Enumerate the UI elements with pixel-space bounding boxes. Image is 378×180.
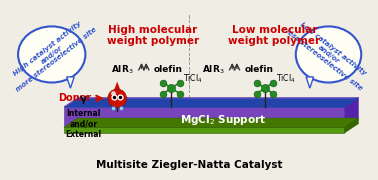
Text: High molecular
weight polymer: High molecular weight polymer xyxy=(107,24,199,46)
Polygon shape xyxy=(64,127,344,133)
Polygon shape xyxy=(67,77,74,88)
Polygon shape xyxy=(344,118,358,133)
Polygon shape xyxy=(112,82,123,96)
Text: TiCl$_4$: TiCl$_4$ xyxy=(183,73,202,85)
Text: AlR$_3$: AlR$_3$ xyxy=(112,63,134,76)
Polygon shape xyxy=(344,98,358,127)
Polygon shape xyxy=(64,107,344,127)
Text: MgCl$_2$ Support: MgCl$_2$ Support xyxy=(180,113,266,127)
Polygon shape xyxy=(64,98,358,107)
Polygon shape xyxy=(64,98,358,108)
Ellipse shape xyxy=(18,26,85,82)
Text: olefin: olefin xyxy=(153,65,183,74)
Text: Low molecular
weight polymer: Low molecular weight polymer xyxy=(228,24,320,46)
Ellipse shape xyxy=(296,26,361,82)
Text: TiCl$_4$: TiCl$_4$ xyxy=(276,73,296,85)
Text: Donor: Donor xyxy=(58,93,91,103)
Polygon shape xyxy=(306,77,314,88)
Text: olefin: olefin xyxy=(244,65,273,74)
Polygon shape xyxy=(64,118,358,127)
Text: AlR$_3$: AlR$_3$ xyxy=(202,63,225,76)
Text: Multisite Ziegler-Natta Catalyst: Multisite Ziegler-Natta Catalyst xyxy=(96,160,282,170)
Circle shape xyxy=(108,89,127,108)
Text: Internal
and/or
External: Internal and/or External xyxy=(65,109,102,138)
Text: High catalyst activity
and/or
more stereoselective site: High catalyst activity and/or more stere… xyxy=(6,16,98,93)
Text: Low catalyst activity
and/or
less stereoselective site: Low catalyst activity and/or less stereo… xyxy=(285,17,372,92)
